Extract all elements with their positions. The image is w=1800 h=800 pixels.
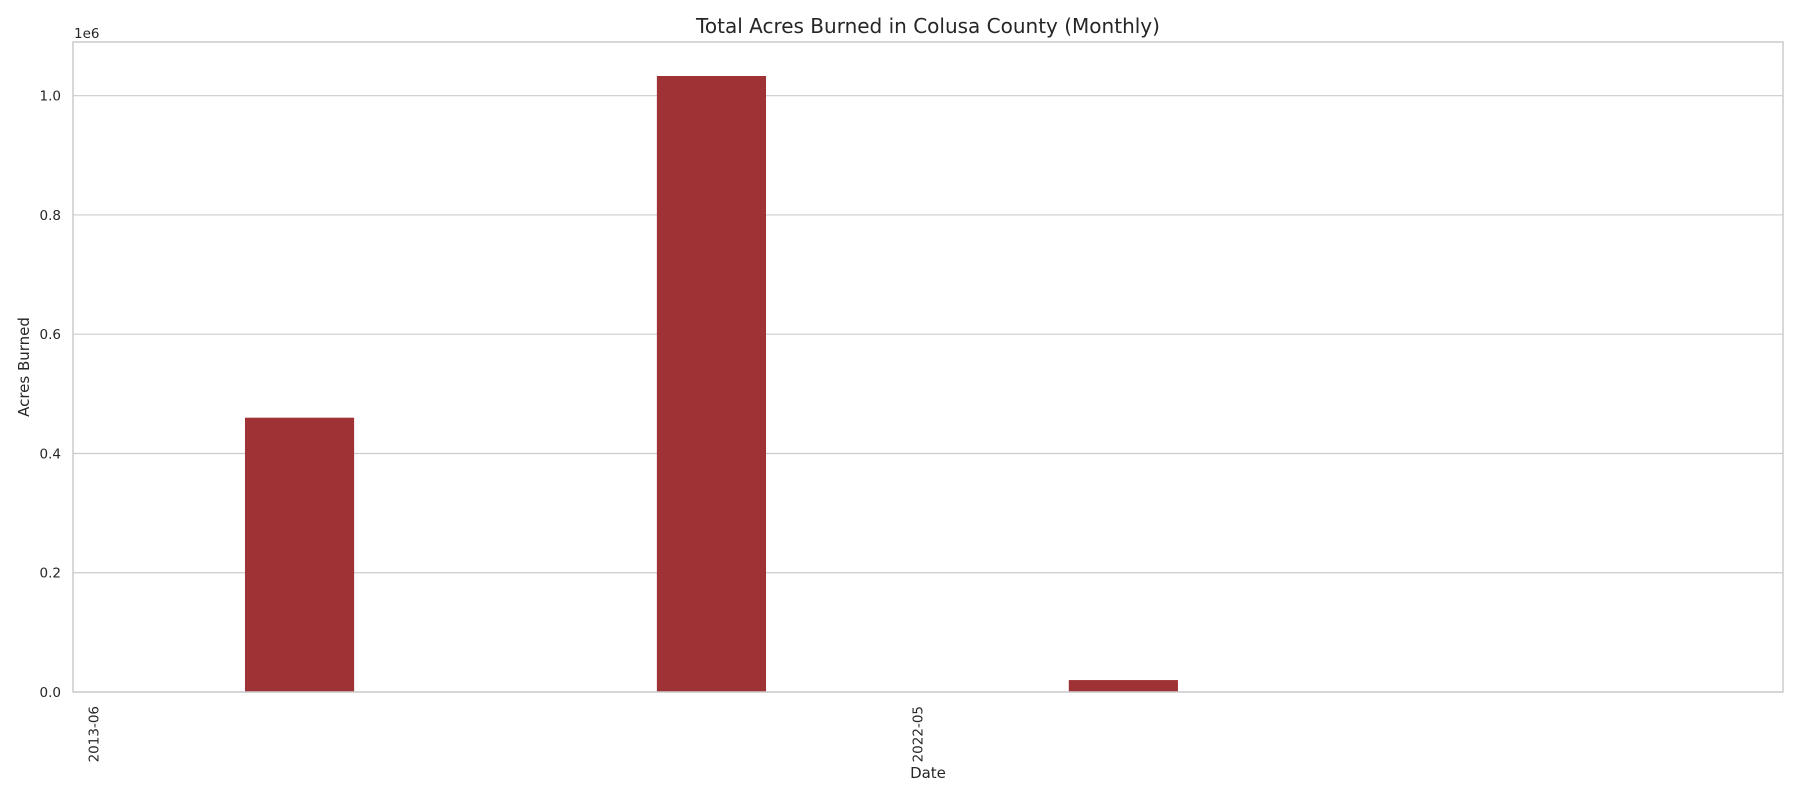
y-axis-label: Acres Burned — [15, 317, 33, 417]
x-axis-label: Date — [910, 764, 946, 782]
y-tick-label: 0.8 — [40, 208, 61, 224]
x-tick-label: 2022-05 — [910, 706, 926, 762]
x-axis-ticks: 2013-06 2022-05 — [87, 706, 927, 762]
plot-frame — [72, 41, 1784, 693]
x-tick-label: 2013-06 — [87, 706, 103, 762]
bar — [656, 75, 767, 692]
y-tick-label: 0.2 — [40, 566, 61, 582]
y-axis-ticks: 0.0 0.2 0.4 0.6 0.8 1.0 — [40, 89, 61, 701]
y-offset-label: 1e6 — [74, 26, 99, 42]
y-tick-label: 0.4 — [40, 446, 61, 462]
bar — [244, 417, 355, 692]
y-tick-label: 0.6 — [40, 327, 61, 343]
y-tick-label: 0.0 — [40, 685, 61, 701]
chart-title: Total Acres Burned in Colusa County (Mon… — [695, 14, 1160, 38]
y-tick-label: 1.0 — [40, 89, 61, 105]
bar — [1068, 680, 1178, 692]
bars — [244, 75, 1178, 692]
